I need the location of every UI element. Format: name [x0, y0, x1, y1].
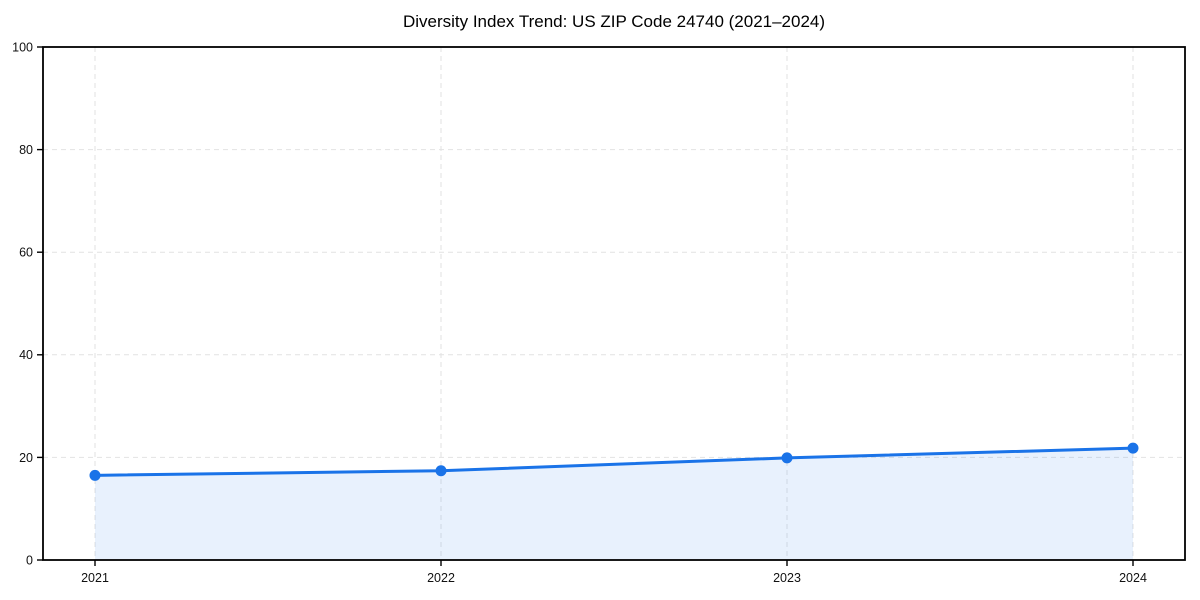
- plot-border: [42, 46, 1186, 561]
- y-axis-tick-label: 80: [19, 143, 33, 157]
- data-point-2023: [781, 452, 793, 464]
- x-axis-tick-label: 2022: [427, 571, 455, 585]
- area-fill: [95, 448, 1133, 560]
- x-axis-tick-label: 2024: [1119, 571, 1147, 585]
- data-point-2021: [89, 469, 101, 481]
- y-axis-tick-label: 0: [26, 553, 33, 567]
- y-axis-tick-label: 20: [19, 451, 33, 465]
- trend-line: [93, 446, 1135, 477]
- chart-title: Diversity Index Trend: US ZIP Code 24740…: [402, 12, 826, 31]
- data-point-2022: [435, 465, 447, 477]
- x-axis-tick-label: 2023: [773, 571, 801, 585]
- y-axis-tick-label: 40: [19, 348, 33, 362]
- y-axis-tick-label: 60: [19, 246, 33, 260]
- data-point-2024: [1127, 442, 1139, 454]
- x-axis-tick-label: 2021: [81, 571, 109, 585]
- y-axis-tick-label: 100: [12, 40, 33, 54]
